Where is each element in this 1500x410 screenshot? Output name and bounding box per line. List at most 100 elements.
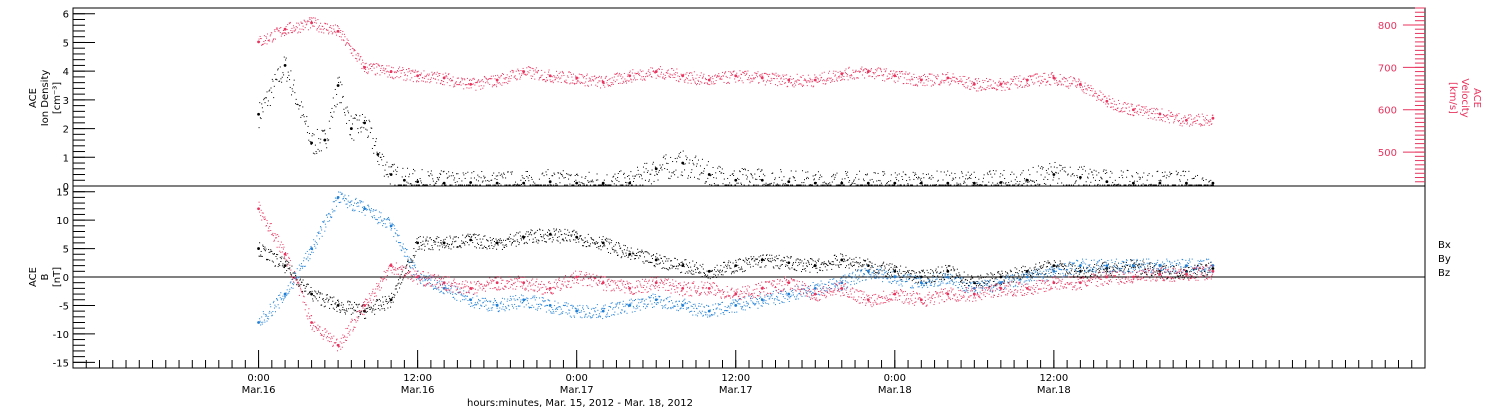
velocity-sample [1095,93,1097,95]
density-sample [1021,172,1023,174]
velocity-sample [802,85,804,87]
density-sample [883,171,885,173]
density-sample [1097,183,1099,185]
density-sample [574,174,576,176]
velocity-sample [276,27,278,29]
velocity-sample [870,68,872,70]
velocity-sample [684,81,686,83]
bx-sample [662,267,664,269]
density-sample [277,68,279,70]
bx-sample [349,300,351,302]
velocity-sample [277,28,279,30]
velocity-sample [1160,119,1162,121]
bx-sample [320,292,322,294]
velocity-sample [502,82,504,84]
bx-sample [467,233,469,235]
velocity-sample [1018,80,1020,82]
density-sample [831,176,833,178]
velocity-sample [797,79,799,81]
bx-sample [647,260,649,262]
bx-sample [277,266,279,268]
bx-sample [798,263,800,265]
bx-sample [720,274,722,276]
velocity-sample [614,73,616,75]
velocity-sample [1074,78,1076,80]
bx-sample [777,265,779,267]
velocity-sample [532,75,534,77]
velocity-sample [1181,125,1183,127]
density-sample [876,180,878,182]
bx-sample [773,267,775,269]
density-sample [1134,184,1136,186]
velocity-sample [504,82,506,84]
density-sample [1105,169,1107,171]
velocity-sample [436,71,438,73]
velocity-sample [990,84,992,86]
velocity-sample [317,19,319,21]
density-sample [310,143,312,145]
density-sample [1114,179,1116,181]
velocity-sample [463,88,465,90]
density-sample [941,184,943,186]
bx-sample [456,246,458,248]
velocity-sample [1150,112,1152,114]
velocity-sample [831,80,833,82]
density-point [760,178,764,182]
density-sample [764,175,766,177]
velocity-sample [909,80,911,82]
velocity-sample [1005,84,1007,86]
velocity-sample [992,87,994,89]
bx-sample [758,262,760,264]
bx-sample [377,299,379,301]
density-sample [366,129,368,131]
bx-sample [646,260,648,262]
bx-sample [417,248,419,250]
velocity-sample [310,17,312,19]
velocity-sample [333,30,335,32]
bx-sample [496,240,498,242]
velocity-sample [609,85,611,87]
density-sample [1132,176,1134,178]
velocity-sample [792,84,794,86]
velocity-sample [1067,85,1069,87]
density-sample [739,171,741,173]
velocity-sample [506,77,508,79]
bx-sample [874,263,876,265]
velocity-sample [452,76,454,78]
velocity-sample [1143,106,1145,108]
velocity-sample [329,26,331,28]
density-sample [924,184,926,186]
velocity-sample [724,73,726,75]
bx-sample [1001,272,1003,274]
bx-sample [286,263,288,265]
bx-sample [1015,272,1017,274]
density-sample [954,173,956,175]
density-sample [1059,164,1061,166]
bx-sample [637,251,639,253]
density-sample [1086,184,1088,186]
density-sample [426,184,428,186]
velocity-sample [357,52,359,54]
bx-sample [955,277,957,279]
velocity-sample [778,81,780,83]
velocity-sample [901,71,903,73]
density-sample [266,91,268,93]
density-sample [578,181,580,183]
density-sample [828,184,830,186]
bx-sample [519,231,521,233]
density-sample [479,184,481,186]
velocity-sample [997,89,999,91]
bx-sample [779,268,781,270]
bx-sample [805,270,807,272]
density-sample [454,181,456,183]
velocity-sample [289,23,291,25]
bx-sample [535,241,537,243]
velocity-sample [1175,117,1177,119]
bx-sample [325,299,327,301]
density-sample [337,77,339,79]
velocity-sample [1046,80,1048,82]
bx-sample [1014,274,1016,276]
bx-sample [773,259,775,261]
velocity-sample [328,31,330,33]
velocity-sample [1014,83,1016,85]
